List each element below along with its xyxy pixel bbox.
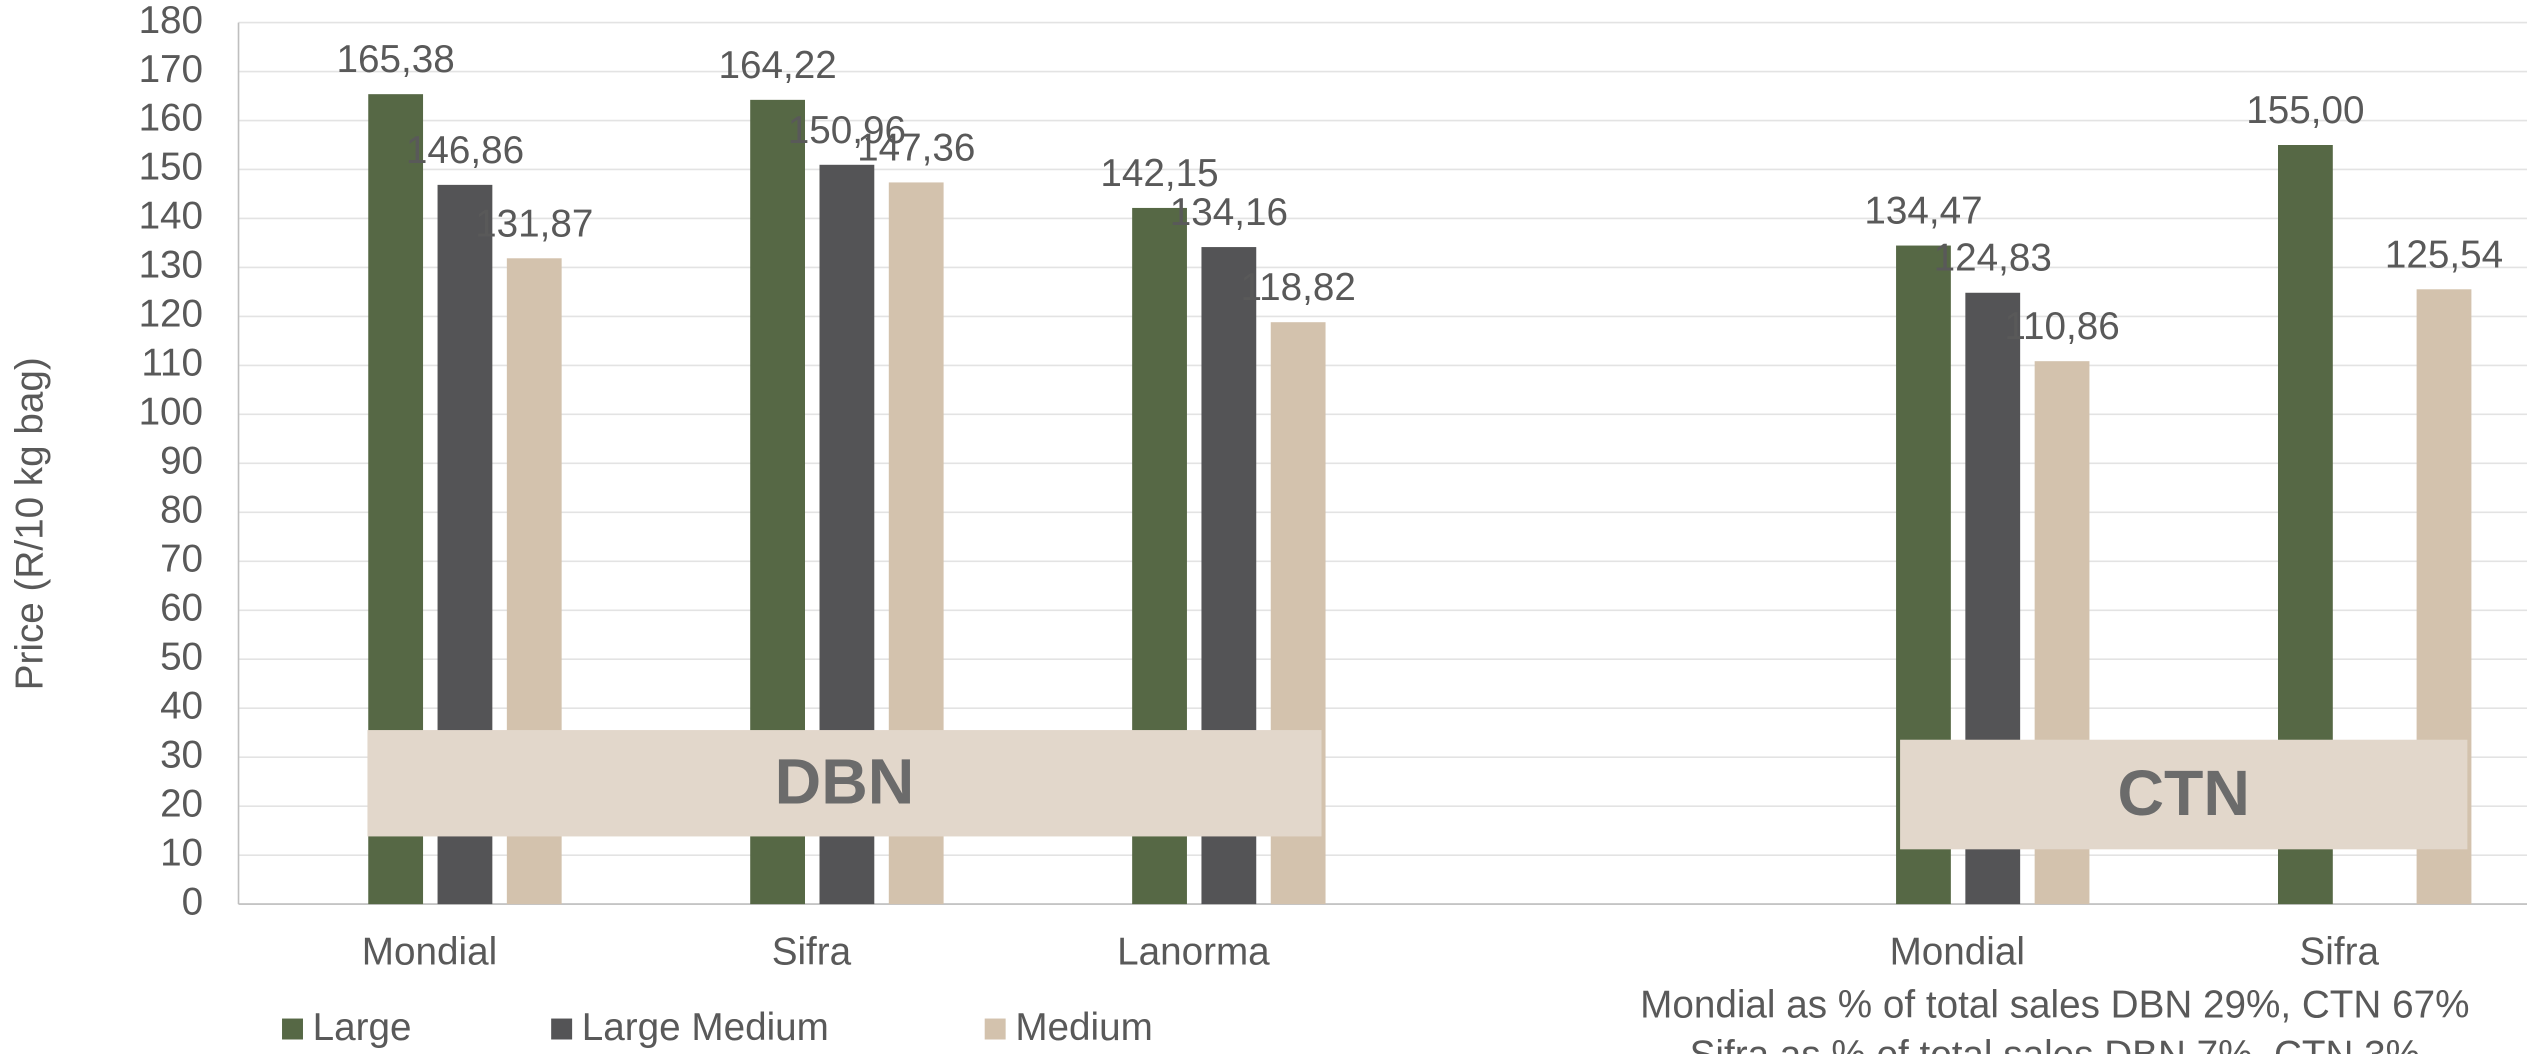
- y-tick-label: 150: [139, 146, 204, 189]
- x-tick-label: Mondial: [1890, 930, 2025, 973]
- x-tick-label: Mondial: [362, 930, 497, 973]
- data-label: 147,36: [857, 126, 975, 169]
- y-tick-label: 60: [160, 586, 203, 629]
- data-label: 165,38: [337, 38, 455, 81]
- data-label: 164,22: [718, 44, 836, 87]
- note: Sifra as % of total sales DBN 7%, CTN 3%: [1690, 1033, 2420, 1054]
- legend-label: Large: [313, 1006, 412, 1049]
- data-label: 124,83: [1934, 237, 2052, 280]
- x-tick-label: Sifra: [772, 930, 852, 973]
- data-label: 110,86: [2004, 305, 2119, 348]
- y-tick-label: 170: [139, 48, 204, 91]
- y-tick-label: 20: [160, 782, 203, 825]
- data-label: 155,00: [2246, 89, 2364, 132]
- legend-label: Medium: [1015, 1006, 1153, 1049]
- data-label: 146,86: [406, 129, 524, 172]
- data-label: 118,82: [1240, 266, 1355, 309]
- y-tick-label: 180: [139, 0, 204, 42]
- legend-swatch: [551, 1018, 573, 1040]
- group-label: CTN: [2117, 757, 2249, 829]
- y-tick-label: 160: [139, 97, 204, 140]
- note: Mondial as % of total sales DBN 29%, CTN…: [1640, 983, 2469, 1026]
- y-tick-label: 30: [160, 733, 203, 776]
- y-tick-label: 40: [160, 684, 203, 727]
- legend-label: Large Medium: [582, 1006, 829, 1049]
- legend-swatch: [984, 1018, 1006, 1040]
- data-label: 142,15: [1100, 152, 1218, 195]
- group-label: DBN: [775, 746, 915, 818]
- data-label: 131,87: [475, 202, 593, 245]
- y-tick-label: 10: [160, 831, 203, 874]
- y-axis-label: Price (R/10 kg bag): [8, 357, 51, 690]
- group-box: [367, 730, 1322, 837]
- group-box: [1900, 739, 2468, 850]
- y-tick-label: 80: [160, 489, 203, 532]
- x-tick-label: Sifra: [2300, 930, 2380, 973]
- y-tick-label: 130: [139, 244, 204, 287]
- y-tick-label: 100: [139, 391, 204, 434]
- x-tick-label: Lanorma: [1117, 930, 1270, 973]
- data-label: 134,16: [1170, 191, 1288, 234]
- y-tick-label: 50: [160, 635, 203, 678]
- legend-swatch: [282, 1018, 303, 1040]
- data-label: 125,54: [2385, 233, 2503, 276]
- y-tick-label: 0: [182, 880, 204, 923]
- data-label: 150,96: [788, 109, 906, 152]
- y-tick-label: 140: [139, 195, 204, 238]
- y-tick-label: 120: [139, 293, 204, 336]
- y-tick-label: 70: [160, 538, 203, 581]
- data-label: 134,47: [1864, 190, 1982, 233]
- y-tick-label: 90: [160, 440, 203, 483]
- y-tick-label: 110: [141, 342, 203, 385]
